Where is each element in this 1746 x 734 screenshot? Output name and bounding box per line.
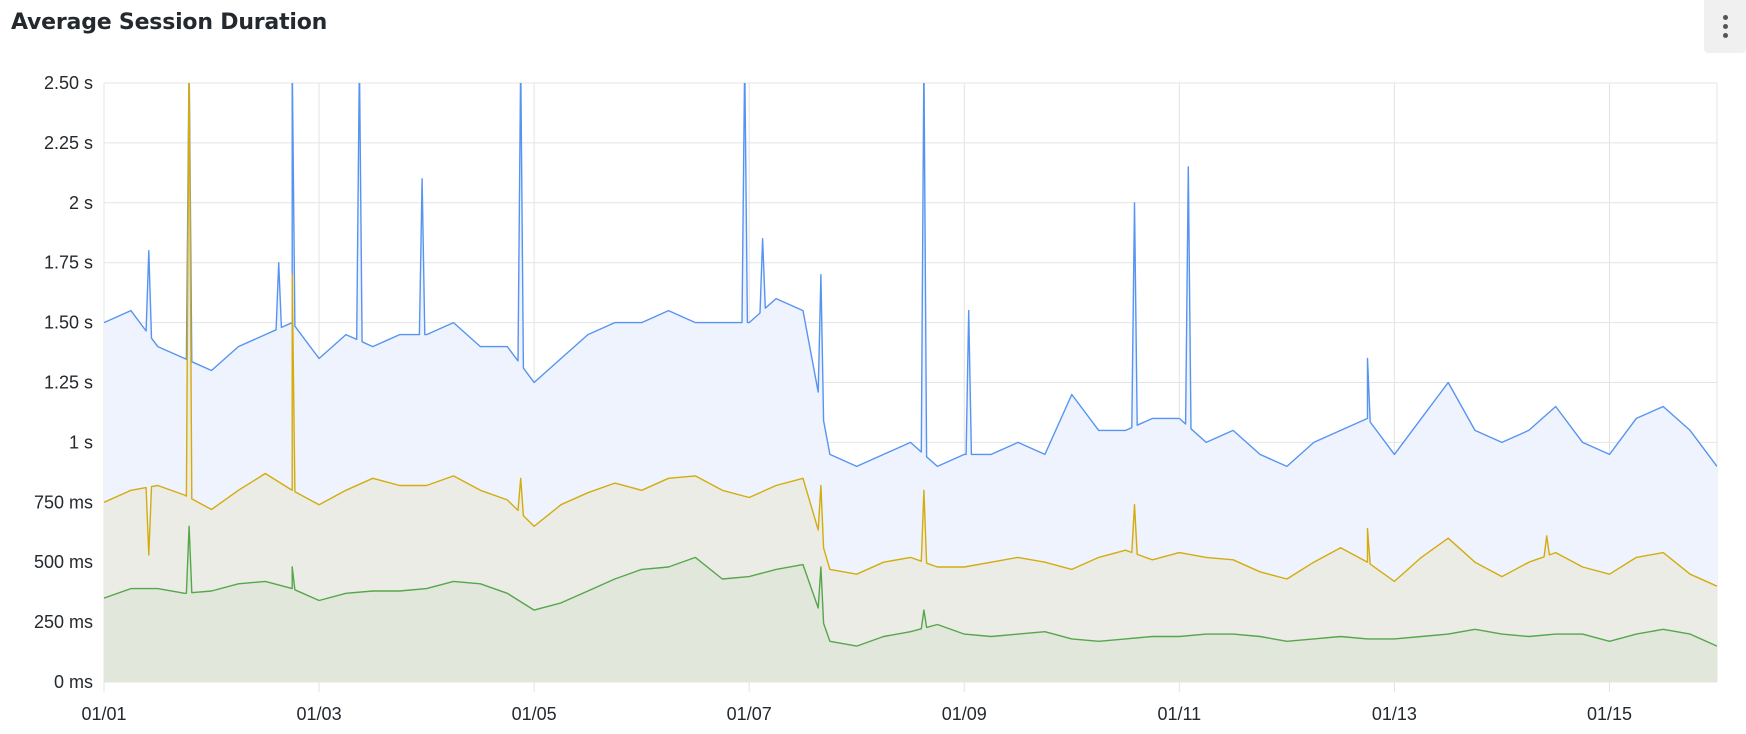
kebab-menu-icon-dot bbox=[1722, 24, 1728, 29]
y-tick-label: 1.75 s bbox=[44, 253, 93, 273]
y-tick-label: 750 ms bbox=[34, 492, 93, 512]
panel-menu-button[interactable] bbox=[1704, 0, 1746, 53]
series-1-area bbox=[104, 83, 1717, 682]
y-tick-label: 1.25 s bbox=[44, 373, 93, 393]
kebab-menu-icon bbox=[1722, 15, 1728, 20]
kebab-menu-icon-dot bbox=[1722, 33, 1728, 38]
x-tick-label: 01/15 bbox=[1587, 704, 1632, 724]
y-tick-label: 1.50 s bbox=[44, 313, 93, 333]
series-0-line bbox=[104, 83, 1717, 468]
y-tick-label: 2 s bbox=[69, 193, 93, 213]
series-areas bbox=[104, 83, 1717, 682]
series-1-line bbox=[104, 83, 1717, 587]
series-2-line bbox=[104, 525, 1717, 647]
x-tick-label: 01/13 bbox=[1372, 704, 1417, 724]
x-axis: 01/01 01/03 01/05 01/07 01/09 01/11 01/13 01/15 bbox=[81, 704, 1632, 724]
x-tick-label: 01/03 bbox=[297, 704, 342, 724]
x-tick-label: 01/09 bbox=[942, 704, 987, 724]
y-tick-label: 500 ms bbox=[34, 552, 93, 572]
x-tick-label: 01/01 bbox=[81, 704, 126, 724]
y-tick-label: 250 ms bbox=[34, 612, 93, 632]
y-tick-label: 0 ms bbox=[54, 672, 93, 692]
panel-title: Average Session Duration bbox=[11, 10, 328, 35]
y-axis: 0 ms 250 ms 500 ms 750 ms 1 s 1.25 s 1.50 s 1.7… bbox=[34, 73, 93, 692]
series-2-area bbox=[104, 526, 1717, 682]
y-tick-label: 2.50 s bbox=[44, 73, 93, 93]
y-tick-label: 1 s bbox=[69, 432, 93, 452]
y-tick-label: 2.25 s bbox=[44, 133, 93, 153]
x-tick-label: 01/07 bbox=[727, 704, 772, 724]
x-tick-label: 01/05 bbox=[512, 704, 557, 724]
x-tick-label: 01/11 bbox=[1157, 704, 1201, 724]
series-lines bbox=[104, 83, 1717, 647]
